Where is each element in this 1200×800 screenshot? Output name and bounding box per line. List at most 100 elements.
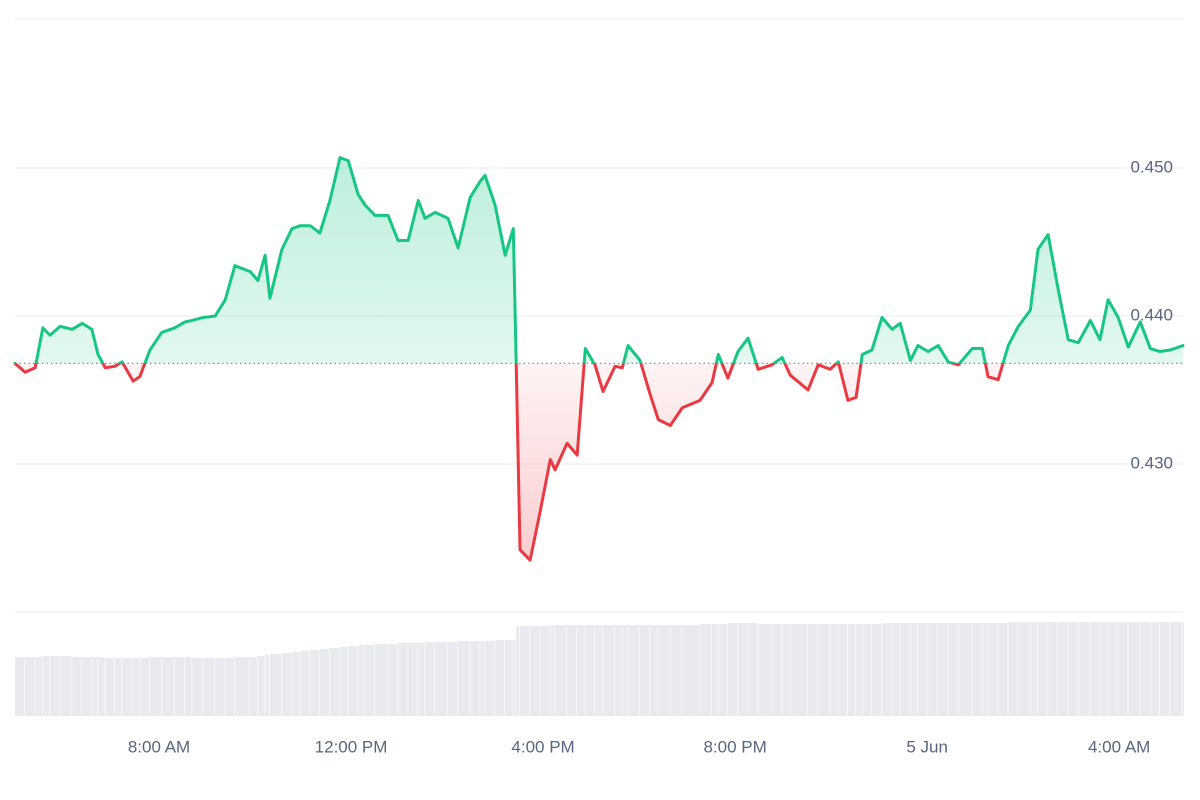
label-layer: 0.430 0.440 0.450 8:00 AM 12:00 PM 4:00 PM 8:0…: [128, 157, 1173, 756]
volume-bar: [948, 623, 958, 716]
volume-bar: [972, 623, 982, 716]
volume-bar: [203, 658, 215, 716]
volume-bar: [1090, 622, 1100, 716]
volume-bar: [516, 626, 520, 716]
volume-bar: [269, 654, 282, 716]
x-tick-label: 4:00 PM: [511, 737, 574, 756]
volume-bar: [133, 658, 140, 716]
volume-bar: [748, 623, 758, 716]
volume-bar: [149, 657, 162, 716]
volume-bar: [418, 643, 425, 716]
volume-bar: [830, 624, 838, 716]
volume-bar: [682, 625, 700, 716]
volume-bar: [700, 624, 712, 716]
volume-bar: [364, 645, 375, 716]
volume-bar: [847, 624, 856, 716]
price-line: [13, 156, 1185, 562]
volume-bar: [808, 624, 818, 716]
volume-bar: [1048, 622, 1058, 716]
volume-bar: [772, 624, 782, 716]
volume-bar: [782, 624, 790, 716]
volume-bar: [862, 624, 872, 716]
volume-bar: [585, 625, 595, 716]
volume-bar: [910, 623, 918, 716]
volume-bar: [900, 623, 910, 716]
volume-bar: [938, 623, 948, 716]
volume-bar: [91, 657, 98, 716]
volume-bar: [737, 623, 748, 716]
volume-layer: [15, 622, 1184, 716]
volume-bar: [192, 658, 203, 716]
volume-bar: [727, 623, 738, 716]
volume-bar: [82, 657, 92, 716]
volume-bar: [35, 657, 43, 716]
volume-bar: [615, 625, 622, 716]
volume-bar: [670, 625, 682, 716]
volume-bar: [250, 657, 258, 716]
volume-bar: [567, 625, 577, 716]
volume-bar: [291, 652, 300, 716]
volume-bar: [1170, 622, 1183, 716]
volume-bar: [435, 642, 448, 716]
x-tick-label: 8:00 AM: [128, 737, 190, 756]
volume-bar: [1118, 622, 1128, 716]
volume-bar: [375, 644, 388, 716]
volume-bar: [358, 645, 365, 716]
volume-bar: [1128, 622, 1140, 716]
volume-bar: [758, 624, 772, 716]
y-tick-label: 0.450: [1130, 157, 1173, 176]
volume-bar: [340, 647, 348, 716]
volume-bar: [520, 626, 530, 716]
x-tick-label: 12:00 PM: [315, 737, 388, 756]
volume-bar: [1140, 622, 1150, 716]
volume-bar: [1038, 622, 1048, 716]
volume-bar: [25, 657, 35, 716]
x-tick-label: 4:00 AM: [1088, 737, 1150, 756]
volume-bar: [184, 657, 192, 716]
volume-bar: [105, 658, 115, 716]
volume-bar: [988, 623, 998, 716]
volume-bar: [480, 641, 485, 716]
volume-bar: [495, 640, 505, 716]
volume-bar: [856, 624, 862, 716]
x-tick-label: 5 Jun: [906, 737, 948, 756]
volume-bar: [540, 626, 550, 716]
volume-bar: [470, 641, 480, 716]
volume-bar: [161, 657, 175, 716]
volume-bar: [918, 623, 928, 716]
volume-bar: [622, 625, 628, 716]
volume-bar: [1030, 622, 1038, 716]
volume-bar: [628, 625, 640, 716]
volume-bar: [640, 625, 650, 716]
volume-bar: [215, 658, 225, 716]
volume-bar: [530, 626, 540, 716]
volume-bar: [174, 657, 185, 716]
volume-bar: [650, 625, 658, 716]
grid-layer: [15, 167, 1183, 465]
volume-bar: [98, 657, 105, 716]
volume-bar: [114, 658, 122, 716]
volume-bar: [871, 624, 882, 716]
volume-bar: [892, 623, 900, 716]
volume-bar: [257, 656, 265, 716]
volume-bar: [928, 623, 938, 716]
y-tick-label: 0.430: [1130, 453, 1173, 472]
volume-bar: [555, 625, 567, 716]
plot-layer: [13, 156, 1185, 562]
volume-bar: [398, 643, 408, 716]
volume-bar: [265, 655, 270, 716]
volume-bar: [603, 625, 615, 716]
volume-bar: [1008, 622, 1018, 716]
volume-bar: [225, 658, 235, 716]
volume-bar: [718, 624, 728, 716]
volume-bar: [658, 625, 670, 716]
volume-bar: [50, 656, 60, 716]
volume-bar: [505, 640, 513, 716]
volume-bar: [484, 641, 495, 716]
price-area: [15, 157, 1183, 561]
volume-bar: [42, 656, 50, 716]
volume-bar: [1159, 622, 1170, 716]
x-tick-label: 8:00 PM: [703, 737, 766, 756]
volume-bar: [1018, 622, 1030, 716]
y-tick-label: 0.440: [1130, 305, 1173, 324]
